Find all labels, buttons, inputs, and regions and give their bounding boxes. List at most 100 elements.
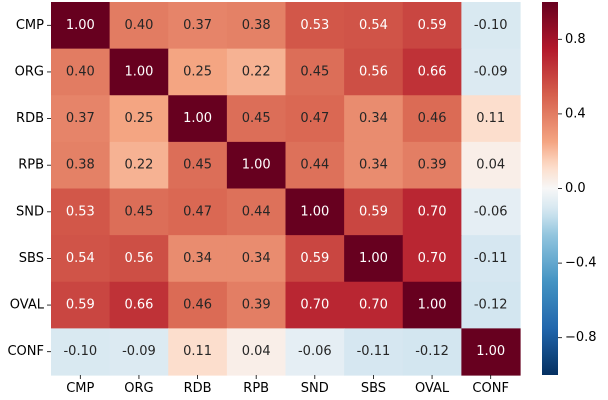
heatmap-cell-oval-conf [461,281,521,329]
heatmap-cell-oval-rpb [226,281,287,329]
heatmap-cell-org-conf [461,48,521,96]
heatmap-cell-sbs-oval [402,235,462,283]
heatmap-cell-label: 0.70 [418,251,447,266]
heatmap-cell-label: 0.59 [418,18,447,33]
colorbar-tick-label: −0.8 [565,330,597,345]
heatmap-cell-rdb-rdb [168,95,228,143]
heatmap-cell-label: -0.11 [474,251,508,266]
heatmap-cell-snd-rpb [226,188,287,236]
heatmap-cell-rdb-rpb [226,95,287,143]
heatmap-cell-label: -0.09 [474,64,508,79]
heatmap-cell-oval-rdb [168,281,228,329]
heatmap-cell-cmp-snd [285,2,345,50]
y-tick-label-org: ORG [15,64,44,79]
heatmap-cell-snd-snd [285,188,345,236]
heatmap-cell-label: 1.00 [476,344,505,359]
x-tick-label-oval: OVAL [415,381,450,396]
heatmap-cell-label: 0.70 [359,298,388,313]
heatmap-cell-snd-conf [461,188,521,236]
heatmap-cell-label: 0.25 [124,111,153,126]
heatmap-cell-label: 0.66 [418,64,447,79]
y-tick-label-rdb: RDB [16,111,44,126]
heatmap-cell-label: 0.46 [418,111,447,126]
heatmap-cell-oval-sbs [344,281,404,329]
colorbar-tick-label: 0.8 [565,32,586,47]
heatmap-cell-label: 0.22 [242,64,271,79]
y-tick-label-rpb: RPB [18,158,44,173]
heatmap-cell-label: 0.59 [359,204,388,219]
heatmap-cell-label: 0.66 [124,298,153,313]
x-tick-label-sbs: SBS [361,381,386,396]
heatmap-cell-rdb-oval [402,95,462,143]
heatmap-cell-label: 0.45 [300,64,329,79]
heatmap-cell-org-sbs [344,48,404,96]
y-tick-label-sbs: SBS [19,251,44,266]
heatmap-cell-oval-oval [402,281,462,329]
y-tick-label-cmp: CMP [16,18,44,33]
heatmap-cell-rdb-snd [285,95,345,143]
x-tick-label-org: ORG [124,381,153,396]
heatmap-cell-cmp-rdb [168,2,228,50]
heatmap-cell-label: 0.11 [476,111,505,126]
heatmap-cells [51,2,521,376]
heatmap-cell-label: 0.04 [242,344,271,359]
heatmap-cell-rpb-cmp [51,141,111,190]
heatmap-cell-label: 0.37 [66,111,95,126]
heatmap-cell-org-oval [402,48,462,96]
heatmap-cell-label: 0.40 [66,64,95,79]
heatmap-cell-label: 1.00 [124,64,153,79]
heatmap-cell-label: 1.00 [300,204,329,219]
colorbar-ticks: 0.8 0.4 0.0 −0.4 −0.8 [558,32,597,345]
heatmap-cell-label: 0.59 [300,251,329,266]
heatmap-cell-label: -0.06 [474,204,508,219]
heatmap-cell-conf-rdb [168,328,228,376]
x-tick-label-cmp: CMP [66,381,94,396]
heatmap-cell-label: 0.45 [242,111,271,126]
heatmap-cell-label: 0.53 [66,204,95,219]
heatmap-cell-label: 1.00 [183,111,212,126]
heatmap-cell-rpb-snd [285,141,345,190]
heatmap-cell-conf-oval [402,328,462,376]
colorbar-tick-label: −0.4 [565,256,597,271]
heatmap-cell-label: 0.70 [300,298,329,313]
heatmap-cell-snd-sbs [344,188,404,236]
x-tick-label-conf: CONF [472,381,509,396]
x-tick-label-rdb: RDB [184,381,212,396]
x-tick-label-snd: SND [301,381,329,396]
heatmap-cell-label: 1.00 [242,158,271,173]
heatmap-cell-label: 0.04 [476,158,505,173]
heatmap-cell-label: 0.34 [242,251,271,266]
heatmap-cell-label: 0.34 [359,158,388,173]
y-tick-label-oval: OVAL [10,298,45,313]
heatmap-cell-cmp-sbs [344,2,404,50]
heatmap-cell-label: 0.38 [66,158,95,173]
heatmap-cell-label: 0.70 [418,204,447,219]
heatmap-cell-rdb-conf [461,95,521,143]
heatmap-cell-sbs-rdb [168,235,228,283]
heatmap-cell-cmp-conf [461,2,521,50]
heatmap-cell-label: -0.10 [474,18,508,33]
heatmap-cell-snd-rdb [168,188,228,236]
heatmap-cell-rdb-sbs [344,95,404,143]
heatmap-cell-label: 0.59 [66,298,95,313]
heatmap-cell-snd-oval [402,188,462,236]
heatmap-cell-label: 0.47 [300,111,329,126]
heatmap-cell-label: 0.34 [359,111,388,126]
y-tick-label-snd: SND [16,204,44,219]
heatmap-cell-oval-snd [285,281,345,329]
heatmap-cell-label: -0.12 [415,344,449,359]
heatmap-cell-label: 0.46 [183,298,212,313]
heatmap-cell-labels: 1.00 0.40 0.37 0.38 0.53 0.54 0.59 -0.10 0.40 1.0… [63,18,507,359]
heatmap-cell-cmp-rpb [226,2,287,50]
heatmap-cell-rpb-org [109,141,169,190]
x-tick-label-rpb: RPB [243,381,269,396]
heatmap-cell-org-snd [285,48,345,96]
heatmap-cell-label: 0.22 [124,158,153,173]
y-tick-label-conf: CONF [7,344,44,359]
heatmap-cell-label: 0.25 [183,64,212,79]
heatmap-cell-snd-cmp [51,188,111,236]
heatmap-cell-conf-org [109,328,169,376]
y-axis: CMP ORG RDB RPB SND SBS OVAL CONF [7,18,51,359]
heatmap-cell-cmp-org [109,2,169,50]
heatmap-cell-label: 0.47 [183,204,212,219]
